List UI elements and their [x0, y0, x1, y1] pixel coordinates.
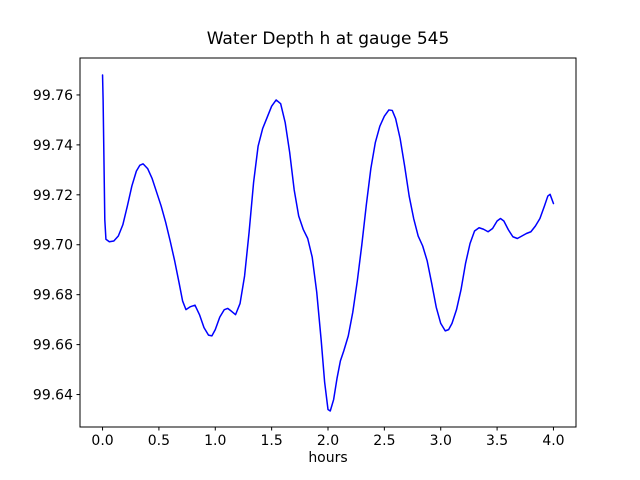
y-tick-label: 99.70 — [33, 238, 73, 254]
y-tick-label: 99.64 — [33, 388, 73, 404]
x-tick-label: 3.5 — [486, 433, 508, 449]
chart-title: Water Depth h at gauge 545 — [206, 29, 450, 49]
x-tick-label: 2.5 — [373, 433, 395, 449]
y-tick-label: 99.76 — [33, 88, 73, 104]
x-tick-label: 1.5 — [261, 433, 283, 449]
axes-border — [79, 57, 577, 428]
y-tick-label: 99.66 — [33, 338, 73, 354]
x-tick-label: 4.0 — [542, 433, 564, 449]
x-tick-label: 0.5 — [148, 433, 170, 449]
y-tick-label: 99.68 — [33, 288, 73, 304]
data-line-water-depth-h — [101, 74, 555, 412]
x-tick-label: 2.0 — [317, 433, 339, 449]
x-tick-label: 3.0 — [430, 433, 452, 449]
x-tick-label: 1.0 — [204, 433, 226, 449]
x-tick-label: 0.0 — [91, 433, 113, 449]
x-axis-label: hours — [308, 450, 348, 466]
y-tick-label: 99.72 — [33, 188, 73, 204]
y-tick-label: 99.74 — [33, 138, 73, 154]
